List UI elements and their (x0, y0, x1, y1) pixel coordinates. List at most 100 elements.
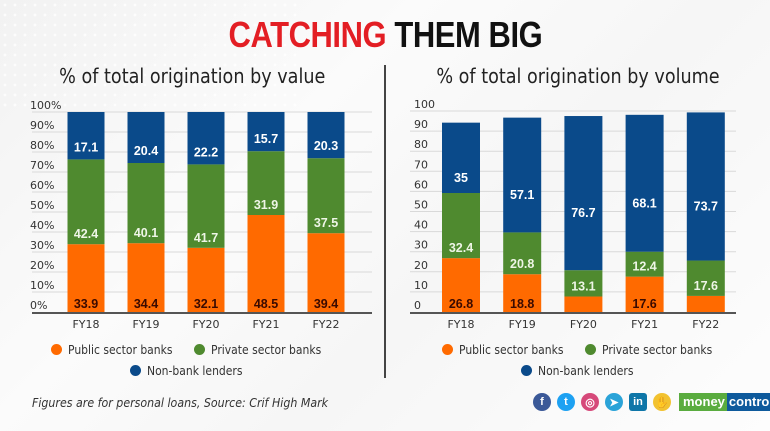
bar-public-fy21 (247, 215, 285, 312)
data-label-private: 42.4 (74, 227, 98, 241)
data-label-nonbank: 22.2 (194, 145, 218, 159)
bar-private-fy18 (67, 159, 105, 245)
data-label-private: 40.1 (134, 226, 158, 240)
x-tick-label: FY22 (312, 318, 339, 330)
data-label-nonbank: 73.7 (694, 199, 718, 213)
bar-nonbank-fy20 (564, 116, 603, 271)
bar-nonbank-fy18 (67, 112, 105, 160)
bar-private-fy20 (564, 270, 603, 297)
y-tick-label: 100% (30, 99, 61, 112)
bar-public-fy19 (503, 274, 542, 312)
legend-dot-public (50, 344, 62, 355)
y-tick-label: 90% (30, 119, 54, 132)
facebook-icon[interactable]: f (533, 393, 551, 411)
chart-title-volume: % of total origination by volume (436, 64, 720, 88)
bar-private-fy18 (442, 193, 480, 259)
legend-dot-public (441, 344, 453, 355)
title-part-black: THEM BIG (393, 14, 542, 55)
data-label-private: 37.5 (314, 216, 338, 230)
y-tick-label: 20 (414, 259, 428, 272)
x-tick-label: FY20 (192, 318, 219, 330)
data-label-nonbank: 68.1 (632, 196, 656, 210)
bar-private-fy19 (127, 163, 165, 244)
telegram-icon[interactable]: ➤ (605, 393, 623, 411)
y-tick-label: 70% (30, 159, 54, 172)
bar-nonbank-fy19 (503, 117, 542, 233)
x-tick-label: FY21 (631, 318, 658, 330)
linkedin-icon[interactable]: in (629, 393, 647, 411)
moneycontrol-logo[interactable]: money control (679, 393, 770, 411)
x-tick-label: FY21 (252, 318, 279, 330)
bar-private-fy21 (247, 151, 285, 215)
y-tick-label: 100 (414, 98, 435, 111)
chart-title-value: % of total origination by value (58, 64, 326, 88)
bar-public-fy20 (187, 247, 225, 312)
y-tick-label: 60% (30, 179, 54, 192)
y-tick-label: 0 (414, 299, 421, 312)
background-dot-pattern (0, 0, 300, 110)
bar-private-fy20 (187, 164, 225, 248)
data-label-public: 18.8 (510, 297, 534, 311)
y-tick-label: 30% (30, 239, 54, 252)
legend-dot-nonbank (521, 365, 533, 376)
koo-icon[interactable]: ✋ (653, 393, 671, 411)
bar-public-fy22 (686, 295, 725, 312)
y-tick-label: 90 (414, 118, 428, 131)
data-label-nonbank: 76.7 (571, 206, 595, 220)
legend-item-private: Private sector banks (584, 340, 724, 361)
data-label-private: 20.8 (510, 257, 534, 271)
legend-volume: Public sector banks Private sector banks… (396, 340, 770, 382)
data-label-public: 26.8 (449, 297, 473, 311)
data-label-nonbank: 57.1 (510, 188, 534, 202)
twitter-icon[interactable]: t (557, 393, 575, 411)
y-tick-label: 20% (30, 259, 54, 272)
chart-divider (384, 65, 386, 378)
y-tick-label: 30 (414, 239, 428, 252)
y-tick-label: 60 (414, 178, 428, 191)
data-label-private: 41.7 (194, 231, 218, 245)
source-footnote: Figures are for personal loans, Source: … (32, 396, 329, 410)
y-tick-label: 40% (30, 219, 54, 232)
bar-private-fy22 (307, 158, 345, 234)
data-label-private: 12.4 (632, 260, 656, 274)
legend-dot-private (584, 344, 596, 355)
x-tick-label: FY19 (132, 318, 159, 330)
y-tick-label: 50% (30, 199, 54, 212)
data-label-nonbank: 15.7 (254, 132, 278, 146)
data-label-public: 32.1 (194, 297, 218, 311)
data-label-nonbank: 35 (454, 171, 468, 185)
legend-dot-nonbank (130, 365, 142, 376)
legend-value: Public sector banks Private sector banks… (0, 340, 384, 382)
bar-public-fy19 (127, 243, 165, 312)
data-label-public: 33.9 (74, 297, 98, 311)
bar-nonbank-fy22 (307, 112, 345, 159)
y-tick-label: 80 (414, 138, 428, 151)
bar-nonbank-fy20 (187, 112, 225, 165)
data-label-public: 17.6 (632, 297, 656, 311)
y-tick-label: 40 (414, 219, 428, 232)
bar-public-fy22 (307, 233, 345, 312)
data-label-public: 34.4 (134, 297, 158, 311)
bar-nonbank-fy18 (442, 122, 480, 194)
x-tick-label: FY22 (692, 318, 719, 330)
y-tick-label: 50 (414, 199, 428, 212)
chart-volume: 0 10 20 30 40 50 60 70 80 90 100 26.8 32.4 35 FY18 18.8… (410, 98, 736, 330)
data-label-private: 32.4 (449, 241, 473, 255)
legend-dot-private (193, 344, 205, 355)
x-tick-label: FY19 (509, 318, 536, 330)
x-tick-label: FY18 (447, 318, 474, 330)
bar-private-fy22 (686, 260, 725, 296)
bar-public-fy18 (67, 244, 105, 312)
data-label-private: 13.1 (571, 280, 595, 294)
bar-public-fy21 (625, 276, 664, 312)
title-part-red: CATCHING (228, 14, 386, 55)
legend-item-public: Public sector banks (441, 340, 575, 361)
y-tick-label: 80% (30, 139, 54, 152)
bar-nonbank-fy21 (247, 112, 285, 152)
page-title: CATCHING THEM BIG (0, 14, 770, 56)
bar-nonbank-fy19 (127, 112, 165, 163)
bar-private-fy21 (625, 251, 664, 277)
data-label-public: 39.4 (314, 297, 338, 311)
bar-nonbank-fy21 (625, 114, 664, 252)
instagram-icon[interactable]: ◎ (581, 393, 599, 411)
